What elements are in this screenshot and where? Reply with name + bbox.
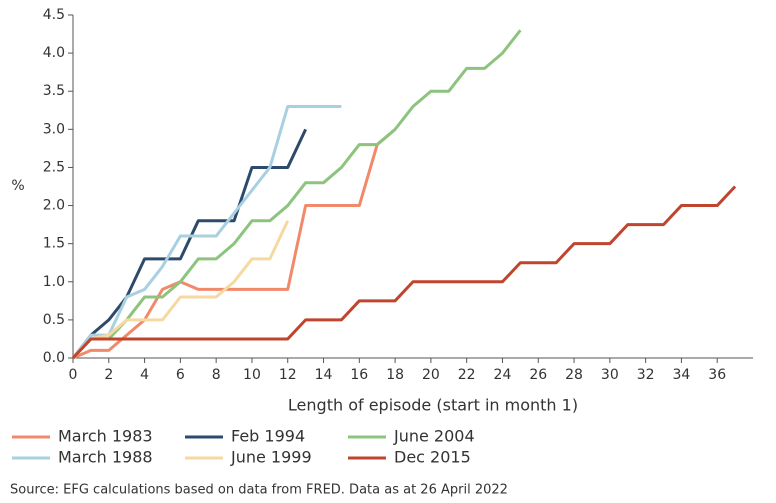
x-tick-label: 24 <box>494 367 512 383</box>
series-line <box>71 104 342 359</box>
legend-label: June 2004 <box>393 427 475 446</box>
y-tick-label: 2.5 <box>43 159 65 175</box>
y-tick-label: 4.5 <box>43 7 65 23</box>
x-tick-label: 18 <box>386 367 404 383</box>
x-tick-label: 26 <box>529 367 547 383</box>
x-tick-label: 12 <box>279 367 297 383</box>
y-axis-label: % <box>11 178 24 194</box>
x-tick-label: 6 <box>176 367 185 383</box>
x-tick-label: 4 <box>140 367 149 383</box>
y-tick-label: 3.5 <box>43 83 65 99</box>
series-line <box>71 128 307 359</box>
y-tick-label: 1.0 <box>43 274 65 290</box>
series-line <box>71 29 522 360</box>
legend-label: Dec 2015 <box>394 448 471 467</box>
series-line <box>71 220 290 360</box>
x-tick-label: 32 <box>637 367 655 383</box>
x-tick-label: 14 <box>315 367 333 383</box>
y-tick-label: 0.0 <box>43 350 65 366</box>
legend-label: March 1988 <box>58 448 153 467</box>
x-tick-label: 34 <box>673 367 691 383</box>
x-axis-label: Length of episode (start in month 1) <box>288 396 578 415</box>
x-tick-label: 8 <box>212 367 221 383</box>
x-tick-label: 30 <box>601 367 619 383</box>
x-tick-label: 16 <box>350 367 368 383</box>
x-tick-label: 22 <box>458 367 476 383</box>
y-tick-label: 2.0 <box>43 198 65 214</box>
legend-label: June 1999 <box>230 448 312 467</box>
y-tick-label: 4.0 <box>43 45 65 61</box>
x-tick-label: 0 <box>69 367 78 383</box>
x-tick-label: 10 <box>243 367 261 383</box>
y-tick-label: 1.5 <box>43 236 65 252</box>
y-tick-label: 0.5 <box>43 312 65 328</box>
legend-label: Feb 1994 <box>231 427 305 446</box>
series-line <box>71 185 737 360</box>
legend-label: March 1983 <box>58 427 153 446</box>
x-tick-label: 28 <box>565 367 583 383</box>
series-line <box>72 128 397 360</box>
y-tick-label: 3.0 <box>43 121 65 137</box>
x-tick-label: 36 <box>708 367 726 383</box>
source-note: Source: EFG calculations based on data f… <box>10 483 508 498</box>
x-tick-label: 2 <box>104 367 113 383</box>
x-tick-label: 20 <box>422 367 440 383</box>
